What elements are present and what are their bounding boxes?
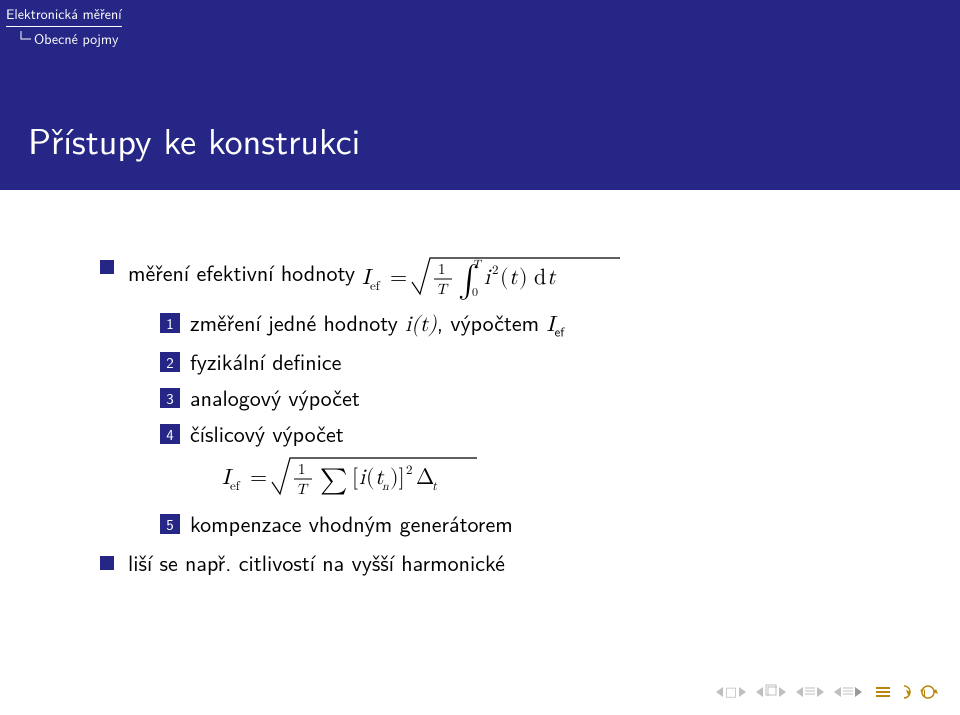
- step-content: kompenzace vhodným generátorem: [190, 507, 513, 540]
- breadcrumb-level-2: Obecné pojmy: [20, 29, 122, 50]
- tree-icon: [20, 28, 32, 49]
- breadcrumb-level-2-text: Obecné pojmy: [34, 29, 118, 49]
- step-content: analogový výpočet: [190, 381, 360, 414]
- next-section-icon[interactable]: [779, 687, 786, 697]
- svg-text:=: =: [250, 467, 267, 489]
- svg-text:t: t: [432, 480, 438, 493]
- svg-text:i: i: [484, 267, 492, 289]
- list-item: 4 číslicový výpočet I ef = 1 T ∑: [160, 417, 920, 504]
- svg-text:2: 2: [406, 464, 413, 477]
- page-title: Přístupy ke konstrukci: [28, 113, 360, 166]
- svg-text:)]: )]: [390, 467, 405, 490]
- step1-text-b: , výpočtem: [437, 306, 547, 338]
- svg-text:0: 0: [472, 287, 478, 299]
- step1-text-a: změření jedné hodnoty: [190, 306, 405, 338]
- nav-frame-group[interactable]: □: [716, 682, 746, 701]
- bullet2-text: liší se např. citlivostí na vyšší harmon…: [128, 546, 505, 579]
- next-slide-icon[interactable]: [855, 687, 862, 697]
- square-bullet-icon: [100, 556, 114, 570]
- breadcrumb-level-1: Elektronická měření: [6, 4, 122, 27]
- frame-icon: □: [725, 682, 737, 701]
- svg-text:n: n: [382, 481, 389, 493]
- step-content: číslicový výpočet I ef = 1 T ∑ [: [190, 417, 482, 504]
- step-number: 2: [160, 352, 180, 372]
- svg-text:1: 1: [438, 262, 446, 277]
- nav-subsection-group[interactable]: [796, 682, 824, 701]
- list-item: 1 změření jedné hodnoty i(t), výpočtem I…: [160, 306, 920, 342]
- step4-text: číslicový výpočet: [190, 417, 344, 449]
- bullet1-text: měření efektivní hodnoty: [128, 256, 362, 288]
- prev-subsection-icon[interactable]: [796, 687, 803, 697]
- nav-slide-group[interactable]: [834, 682, 862, 701]
- nav-section-group[interactable]: [756, 682, 786, 701]
- svg-text:T: T: [436, 282, 449, 297]
- svg-text:(: (: [366, 467, 375, 490]
- step-content: fyzikální definice: [190, 345, 341, 378]
- back-forward-icon[interactable]: ૧: [904, 684, 940, 700]
- step4-formula: I ef = 1 T ∑ [ i ( t n: [222, 452, 482, 502]
- svg-text:d: d: [534, 267, 546, 289]
- lines2-icon: [843, 682, 853, 701]
- list-item: měření efektivní hodnoty I ef = 1 T: [100, 250, 920, 302]
- svg-text:=: =: [390, 267, 407, 289]
- step-number: 3: [160, 388, 180, 408]
- svg-text:t: t: [547, 267, 557, 289]
- step-content: změření jedné hodnoty i(t), výpočtem Ief: [190, 306, 564, 342]
- bullet1-content: měření efektivní hodnoty I ef = 1 T: [128, 250, 622, 302]
- nav-footer: □ ૧: [716, 680, 940, 703]
- step-number: 1: [160, 313, 180, 333]
- slide-body: měření efektivní hodnoty I ef = 1 T: [0, 190, 960, 579]
- svg-text:∑: ∑: [320, 468, 347, 495]
- svg-text:ef: ef: [230, 480, 241, 493]
- list-item: 5 kompenzace vhodným generátorem: [160, 507, 920, 540]
- svg-text:t: t: [509, 267, 519, 289]
- step1-math-a: i(t): [405, 314, 437, 336]
- square-bullet-icon: [100, 260, 114, 274]
- svg-text:T: T: [296, 482, 309, 497]
- svg-text:): ): [519, 267, 528, 290]
- step-number: 4: [160, 424, 180, 444]
- prev-frame-icon[interactable]: [716, 687, 723, 697]
- menu-lines-icon[interactable]: [876, 680, 890, 703]
- list-item: liší se např. citlivostí na vyšší harmon…: [100, 546, 920, 579]
- list-item: 3 analogový výpočet: [160, 381, 920, 414]
- section-icon: [765, 682, 777, 701]
- next-frame-icon[interactable]: [739, 687, 746, 697]
- svg-text:1: 1: [298, 462, 306, 477]
- prev-slide-icon[interactable]: [834, 687, 841, 697]
- bullet1-formula: I ef = 1 T ∫ T 0 i: [362, 256, 622, 288]
- prev-section-icon[interactable]: [756, 687, 763, 697]
- numbered-list: 1 změření jedné hodnoty i(t), výpočtem I…: [160, 306, 920, 540]
- svg-text:(: (: [500, 267, 509, 290]
- svg-text:ef: ef: [370, 280, 381, 293]
- list-item: 2 fyzikální definice: [160, 345, 920, 378]
- step-number: 5: [160, 514, 180, 534]
- step1-math-b: Ief: [546, 306, 564, 338]
- lines-icon: [805, 682, 815, 701]
- breadcrumb: Elektronická měření Obecné pojmy: [6, 4, 122, 50]
- next-subsection-icon[interactable]: [817, 687, 824, 697]
- title-header: Elektronická měření Obecné pojmy Přístup…: [0, 0, 960, 190]
- svg-text:[: [: [352, 467, 358, 490]
- svg-text:T: T: [472, 259, 483, 271]
- svg-text:2: 2: [492, 264, 499, 277]
